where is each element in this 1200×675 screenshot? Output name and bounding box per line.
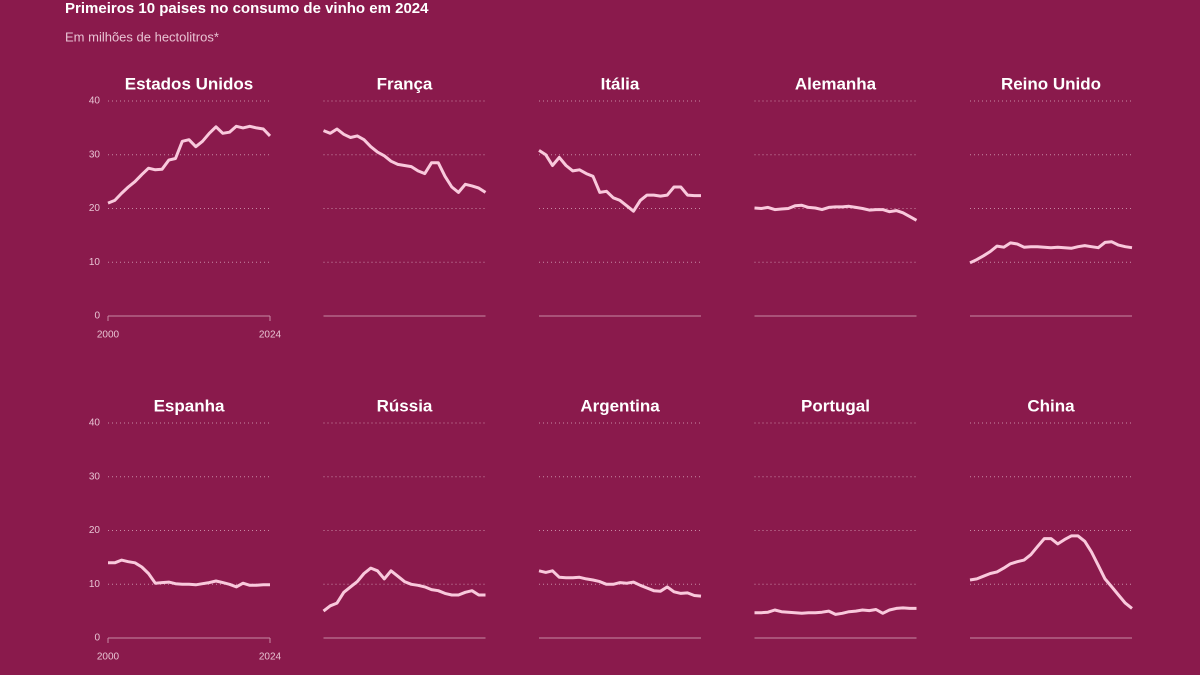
data-line xyxy=(322,127,487,194)
x-tick-label: 2000 xyxy=(97,652,120,663)
panel-title: Portugal xyxy=(801,396,870,415)
y-tick-label: 10 xyxy=(89,257,101,268)
chart-subtitle: Em milhões de hectolitros* xyxy=(65,29,219,44)
panel-title: Espanha xyxy=(154,396,225,415)
x-tick-label: 2024 xyxy=(259,330,282,341)
x-tick-label: 2024 xyxy=(259,652,282,663)
chart-title: Primeiros 10 paises no consumo de vinho … xyxy=(65,0,429,17)
data-line xyxy=(969,534,1133,610)
panel-title: Argentina xyxy=(580,396,660,415)
panel-title: Alemanha xyxy=(795,74,877,93)
y-tick-label: 0 xyxy=(94,633,100,644)
data-line xyxy=(538,569,702,598)
data-line xyxy=(754,606,917,616)
y-tick-label: 40 xyxy=(89,96,101,107)
panel-title: França xyxy=(377,74,433,93)
panel-title: Reino Unido xyxy=(1001,74,1101,93)
y-tick-label: 30 xyxy=(89,149,101,160)
x-tick-label: 2000 xyxy=(97,330,120,341)
y-tick-label: 30 xyxy=(89,471,101,482)
data-line xyxy=(108,558,270,589)
data-line xyxy=(754,203,918,222)
data-line xyxy=(538,149,701,213)
y-tick-label: 40 xyxy=(89,418,101,429)
panel-title: Rússia xyxy=(377,396,433,415)
y-tick-label: 10 xyxy=(89,579,101,590)
y-tick-label: 20 xyxy=(89,203,101,214)
panel-title: Itália xyxy=(601,74,640,93)
y-tick-label: 0 xyxy=(94,311,100,322)
panel-title: Estados Unidos xyxy=(125,74,253,93)
y-tick-label: 20 xyxy=(89,525,101,536)
data-line xyxy=(322,566,486,613)
data-line xyxy=(969,240,1133,265)
data-line xyxy=(107,124,272,205)
panel-title: China xyxy=(1027,396,1075,415)
